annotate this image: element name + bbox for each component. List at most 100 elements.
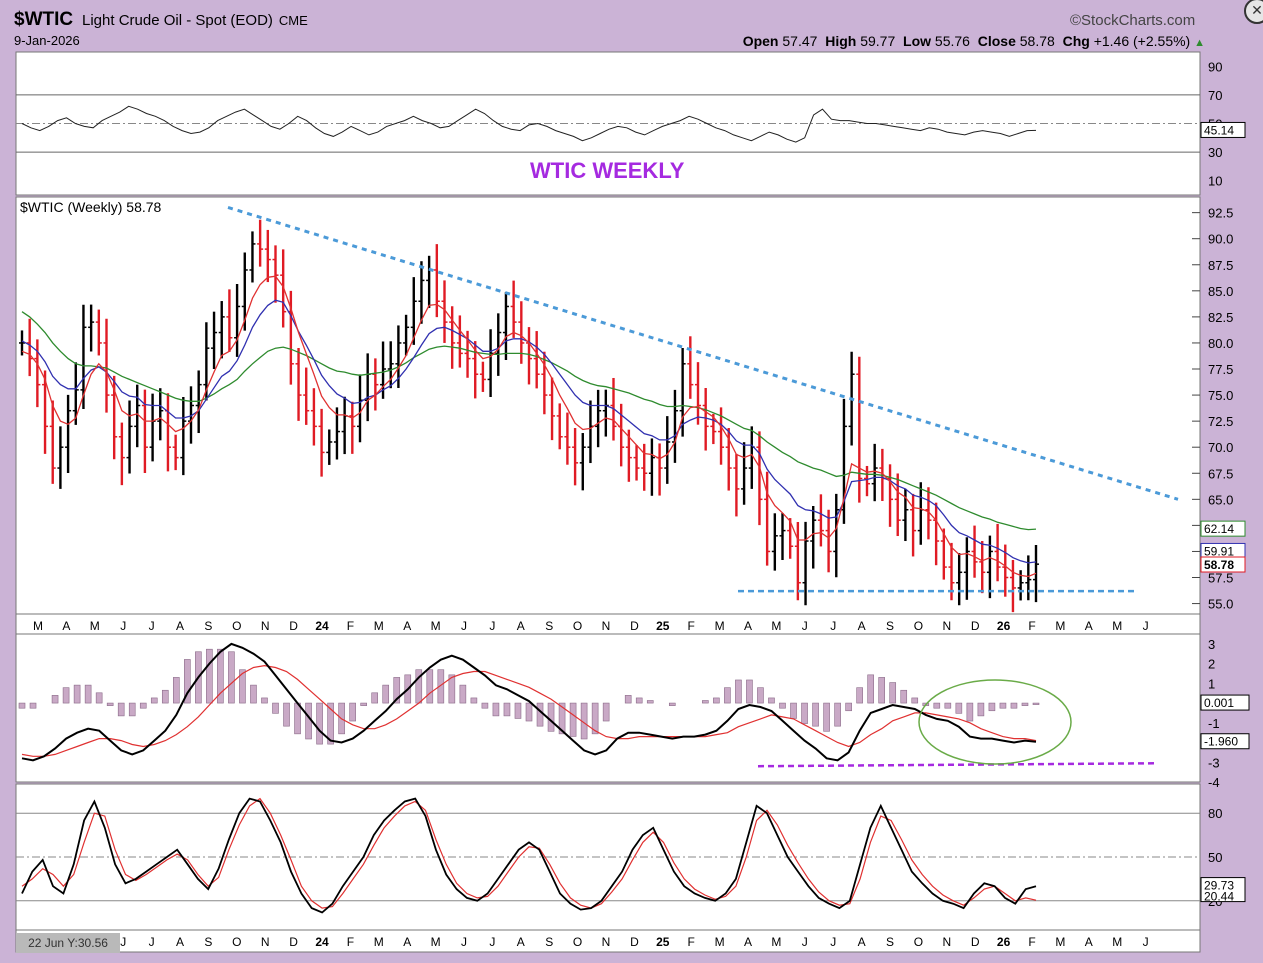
macd-histogram-bar [360,702,367,706]
macd-histogram-bar [834,702,841,727]
macd-histogram-bar [95,692,103,704]
price-bar [956,553,963,606]
price-bar [95,309,102,356]
chart-date: 9-Jan-2026 [14,33,80,48]
macd-histogram-bar [437,669,445,704]
macd-value-box [1200,733,1250,750]
price-bar [679,347,686,437]
price-tick-label: 77.5 [1208,362,1233,377]
price-bar [910,493,917,557]
price-bar [211,311,218,370]
price-bar [794,522,801,601]
x-tick-label-bottom: J [1143,935,1149,949]
price-bar [226,289,233,352]
macd-histogram-bar [602,702,610,722]
x-tick-label: S [886,619,894,633]
macd-histogram-bar [161,689,169,704]
last-close-value: 58.78 [1204,558,1234,572]
macd-histogram-bar [261,697,268,704]
x-tick-label: N [261,619,270,633]
x-tick-label-bottom: A [1085,935,1093,949]
x-axis-strip [15,613,1201,635]
description-text: Light Crude Oil - Spot (EOD) [82,12,273,29]
x-tick-label: N [942,619,951,633]
x-tick-label-bottom: A [517,935,525,949]
macd-histogram-bar [150,697,158,704]
x-tick-label: D [289,619,298,633]
price-bar [157,388,164,441]
price-bar [541,351,548,415]
macd-histogram-bar [878,677,885,704]
x-tick-label-bottom: A [176,935,184,949]
price-bar [449,306,456,369]
price-bar [556,403,563,450]
ema-mid-line [21,299,1037,564]
high-value: 59.77 [860,33,896,49]
price-tick-label: 92.5 [1208,206,1233,221]
macd-histogram-bar [29,702,37,709]
macd-histogram-bar [117,702,125,717]
ohlc-readout: Open 57.47 High 59.77 Low 55.76 Close 58… [743,33,1205,49]
stoch-line [21,797,1037,914]
macd-histogram-bar [977,702,985,717]
price-bar [295,347,302,421]
x-tick-label: D [971,619,980,633]
macd-histogram-bar [889,682,897,704]
macd-histogram-bar [988,702,996,712]
price-bar [787,518,794,559]
macd-histogram-bar [1010,702,1018,709]
price-bar [42,370,49,454]
x-tick-label-bottom: S [545,935,553,949]
x-tick-label: A [517,619,525,633]
price-bar [349,401,356,454]
price-bar [264,229,271,283]
x-tick-label-bottom: D [630,935,639,949]
macd-histogram-bar [713,697,720,704]
macd-histogram-bar [349,702,356,722]
macd-histogram-bar [283,702,290,727]
macd-histogram-bar [62,687,70,704]
x-tick-label: 24 [315,619,329,633]
stoch-tick-label: 50 [1208,850,1222,865]
price-bar [134,384,141,448]
x-tick-label-bottom: 26 [997,935,1011,949]
x-tick-label: M [715,619,725,633]
brand-logo: ©StockCharts.com [1070,12,1196,29]
x-tick-label: M [90,619,100,633]
macd-histogram-bar [646,700,654,704]
price-bar [333,407,340,460]
price-tick-label: 80.0 [1208,336,1233,351]
price-tick-label: 90.0 [1208,232,1233,247]
macd-tick-label: 1 [1208,676,1215,691]
macd-histogram-bar [856,687,863,704]
price-bar [49,400,56,484]
price-bar [103,318,110,413]
price-bar [318,408,325,477]
price-bar [456,315,463,368]
price-bar [572,428,579,486]
price-bar [986,535,993,599]
macd-histogram-bar [702,700,709,704]
x-tick-label: M [1055,619,1065,633]
macd-histogram-bar [812,702,819,727]
macd-histogram-bar [779,702,786,709]
x-tick-label-bottom: M [1112,935,1122,949]
price-bar [241,252,248,331]
price-bar [72,362,79,425]
macd-histogram-bar [536,702,544,727]
price-bar [925,487,932,540]
close-icon[interactable]: ✕ [1244,0,1263,24]
price-bar [410,277,417,345]
price-bar [687,336,694,399]
price-bar [825,509,832,573]
x-tick-label-bottom: D [971,935,980,949]
rsi-tick-label: 70 [1208,88,1222,103]
chart-header: $WTIC Light Crude Oil - Spot (EOD) CME 9-… [0,0,1263,52]
price-bar [88,304,95,352]
x-tick-label: M [374,619,384,633]
macd-histogram-bar [867,674,874,704]
x-tick-label-bottom: F [688,935,695,949]
x-tick-label: J [830,619,836,633]
macd-tick-label: -4 [1208,775,1220,790]
